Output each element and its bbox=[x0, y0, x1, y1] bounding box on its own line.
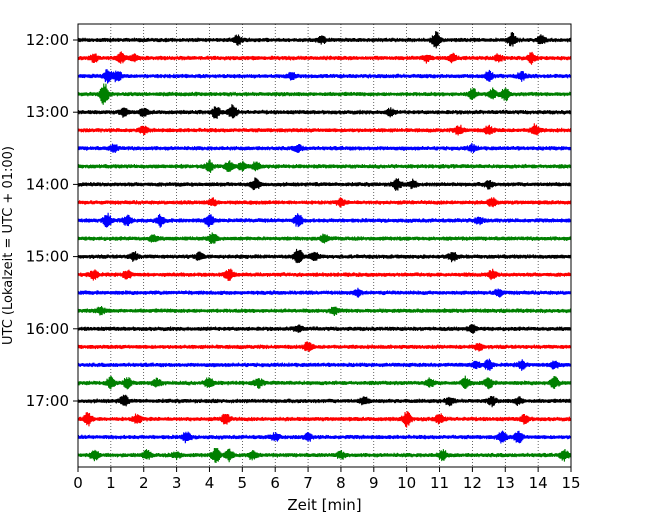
seismogram-trace bbox=[77, 31, 572, 49]
x-tick-label: 12 bbox=[463, 474, 482, 492]
seismogram-trace bbox=[77, 448, 572, 464]
x-tick-label: 0 bbox=[73, 474, 83, 492]
y-tick-label: 12:00 bbox=[26, 31, 69, 49]
x-tick-label: 10 bbox=[397, 474, 416, 492]
seismogram-trace bbox=[77, 232, 572, 244]
seismogram-trace bbox=[77, 358, 572, 371]
seismogram-trace bbox=[77, 305, 572, 316]
y-axis-ticks: 12:00 13:00 14:00 15:00 16:00 17:00 bbox=[26, 31, 78, 410]
x-tick-label: 3 bbox=[172, 474, 182, 492]
x-axis-ticks: 0 1 2 3 4 5 6 7 8 9 10 11 12 13 14 15 bbox=[73, 467, 581, 492]
x-axis-label: Zeit [min] bbox=[287, 496, 361, 514]
seismogram-trace bbox=[77, 212, 572, 228]
y-tick-label: 17:00 bbox=[26, 392, 69, 410]
y-tick-label: 13:00 bbox=[26, 103, 69, 121]
y-tick-label: 15:00 bbox=[26, 248, 69, 266]
plot-frame bbox=[77, 23, 572, 468]
seismogram-trace bbox=[77, 142, 572, 154]
x-tick-label: 6 bbox=[270, 474, 280, 492]
x-tick-label: 15 bbox=[561, 474, 580, 492]
seismogram-trace bbox=[77, 69, 572, 84]
x-tick-label: 7 bbox=[303, 474, 313, 492]
x-tick-label: 2 bbox=[139, 474, 149, 492]
seismogram-trace bbox=[77, 123, 572, 136]
y-axis-label: UTC (Lokalzeit = UTC + 01:00) bbox=[1, 146, 16, 345]
seismogram-trace bbox=[77, 411, 572, 428]
seismogram-trace bbox=[77, 324, 572, 334]
x-tick-label: 9 bbox=[369, 474, 379, 492]
x-tick-label: 14 bbox=[529, 474, 548, 492]
seismogram-trace bbox=[77, 197, 572, 208]
x-tick-label: 13 bbox=[496, 474, 515, 492]
x-tick-label: 5 bbox=[238, 474, 248, 492]
seismogram-traces bbox=[77, 31, 572, 464]
seismogram-trace bbox=[77, 51, 572, 65]
x-tick-label: 4 bbox=[205, 474, 215, 492]
seismogram-trace bbox=[77, 375, 572, 390]
y-tick-label: 14:00 bbox=[26, 175, 69, 193]
seismogram-trace bbox=[77, 341, 572, 353]
vertical-gridlines bbox=[110, 24, 539, 467]
seismogram-trace bbox=[77, 159, 572, 173]
seismogram-trace bbox=[77, 248, 572, 264]
seismogram-trace bbox=[77, 177, 572, 191]
seismogram-trace bbox=[77, 430, 572, 444]
seismogram-trace bbox=[77, 83, 572, 105]
x-tick-label: 1 bbox=[106, 474, 116, 492]
x-tick-label: 11 bbox=[430, 474, 449, 492]
y-tick-label: 16:00 bbox=[26, 320, 69, 338]
seismogram-trace bbox=[77, 104, 572, 119]
seismogram-trace bbox=[77, 394, 572, 408]
seismogram-trace bbox=[77, 287, 572, 298]
x-tick-label: 8 bbox=[336, 474, 346, 492]
seismogram-trace bbox=[77, 268, 572, 281]
